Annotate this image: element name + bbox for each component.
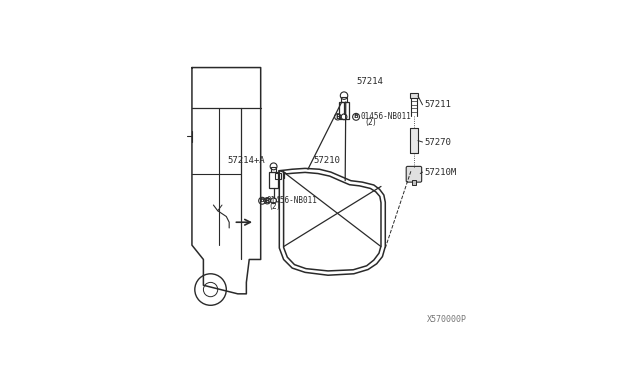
- Text: 57214: 57214: [356, 77, 383, 86]
- Text: X570000P: X570000P: [427, 315, 467, 324]
- Text: B: B: [260, 198, 264, 203]
- Bar: [410, 128, 418, 154]
- Text: 57210M: 57210M: [424, 168, 456, 177]
- Text: B: B: [335, 114, 340, 120]
- Bar: [341, 97, 347, 102]
- Text: 57210: 57210: [313, 156, 340, 165]
- Text: 01456-NB011: 01456-NB011: [266, 196, 317, 205]
- Bar: [410, 93, 418, 99]
- Text: (2): (2): [365, 118, 376, 127]
- Bar: [269, 172, 278, 188]
- FancyBboxPatch shape: [406, 166, 422, 182]
- Text: (2): (2): [269, 202, 280, 211]
- Bar: [339, 102, 349, 119]
- Text: 01456-NB011: 01456-NB011: [361, 112, 412, 121]
- Bar: [275, 173, 282, 179]
- Text: 57211: 57211: [424, 100, 451, 109]
- Bar: [412, 180, 416, 185]
- Text: 57270: 57270: [424, 138, 451, 147]
- Text: 57214+A: 57214+A: [227, 156, 265, 165]
- Text: B: B: [354, 114, 358, 119]
- Text: B: B: [265, 198, 270, 204]
- Bar: [271, 167, 276, 172]
